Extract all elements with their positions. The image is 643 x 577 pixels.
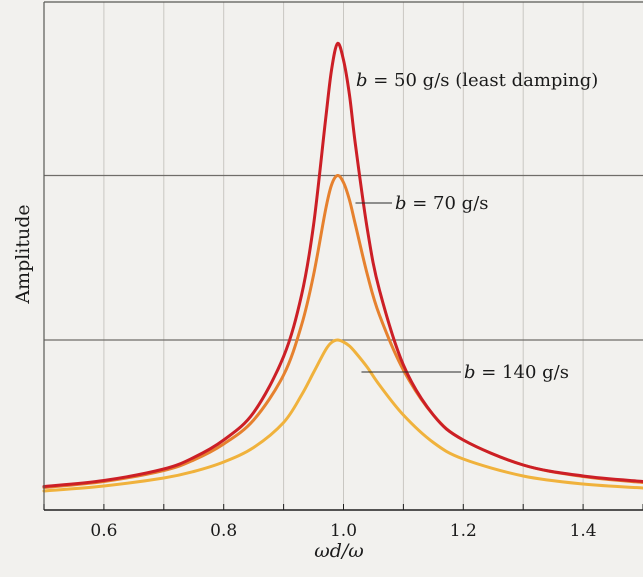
axis-layer: 0.6 0.8 1.0 1.2 1.4 bbox=[43, 1, 643, 541]
series-label-variable: b bbox=[395, 193, 407, 214]
series-label-variable: b bbox=[356, 70, 368, 91]
grid-layer bbox=[44, 2, 643, 510]
x-tick-label: 1.2 bbox=[450, 521, 477, 541]
series-label-value: = 50 g/s (least damping) bbox=[368, 70, 599, 91]
series-label-b50: b = 50 g/s (least damping) bbox=[356, 70, 598, 91]
label-layer: b = 50 g/s (least damping)b = 70 g/sb = … bbox=[355, 70, 598, 383]
x-tick-label: 1.0 bbox=[330, 521, 357, 541]
x-tick-label: 0.8 bbox=[210, 521, 237, 541]
series-label-b70: b = 70 g/s bbox=[395, 193, 489, 214]
x-tick-label: 0.6 bbox=[90, 521, 117, 541]
x-tick-label: 1.4 bbox=[570, 521, 597, 541]
series-label-value: = 70 g/s bbox=[407, 193, 489, 214]
series-line-b140 bbox=[42, 338, 643, 493]
y-axis-label: Amplitude bbox=[12, 204, 34, 304]
series-layer bbox=[42, 41, 643, 493]
series-label-value: = 140 g/s bbox=[476, 362, 569, 383]
series-label-variable: b bbox=[464, 362, 476, 383]
x-axis-label: ωd/ω bbox=[314, 540, 364, 562]
series-label-b140: b = 140 g/s bbox=[464, 362, 569, 383]
series-line-b50 bbox=[42, 41, 643, 488]
